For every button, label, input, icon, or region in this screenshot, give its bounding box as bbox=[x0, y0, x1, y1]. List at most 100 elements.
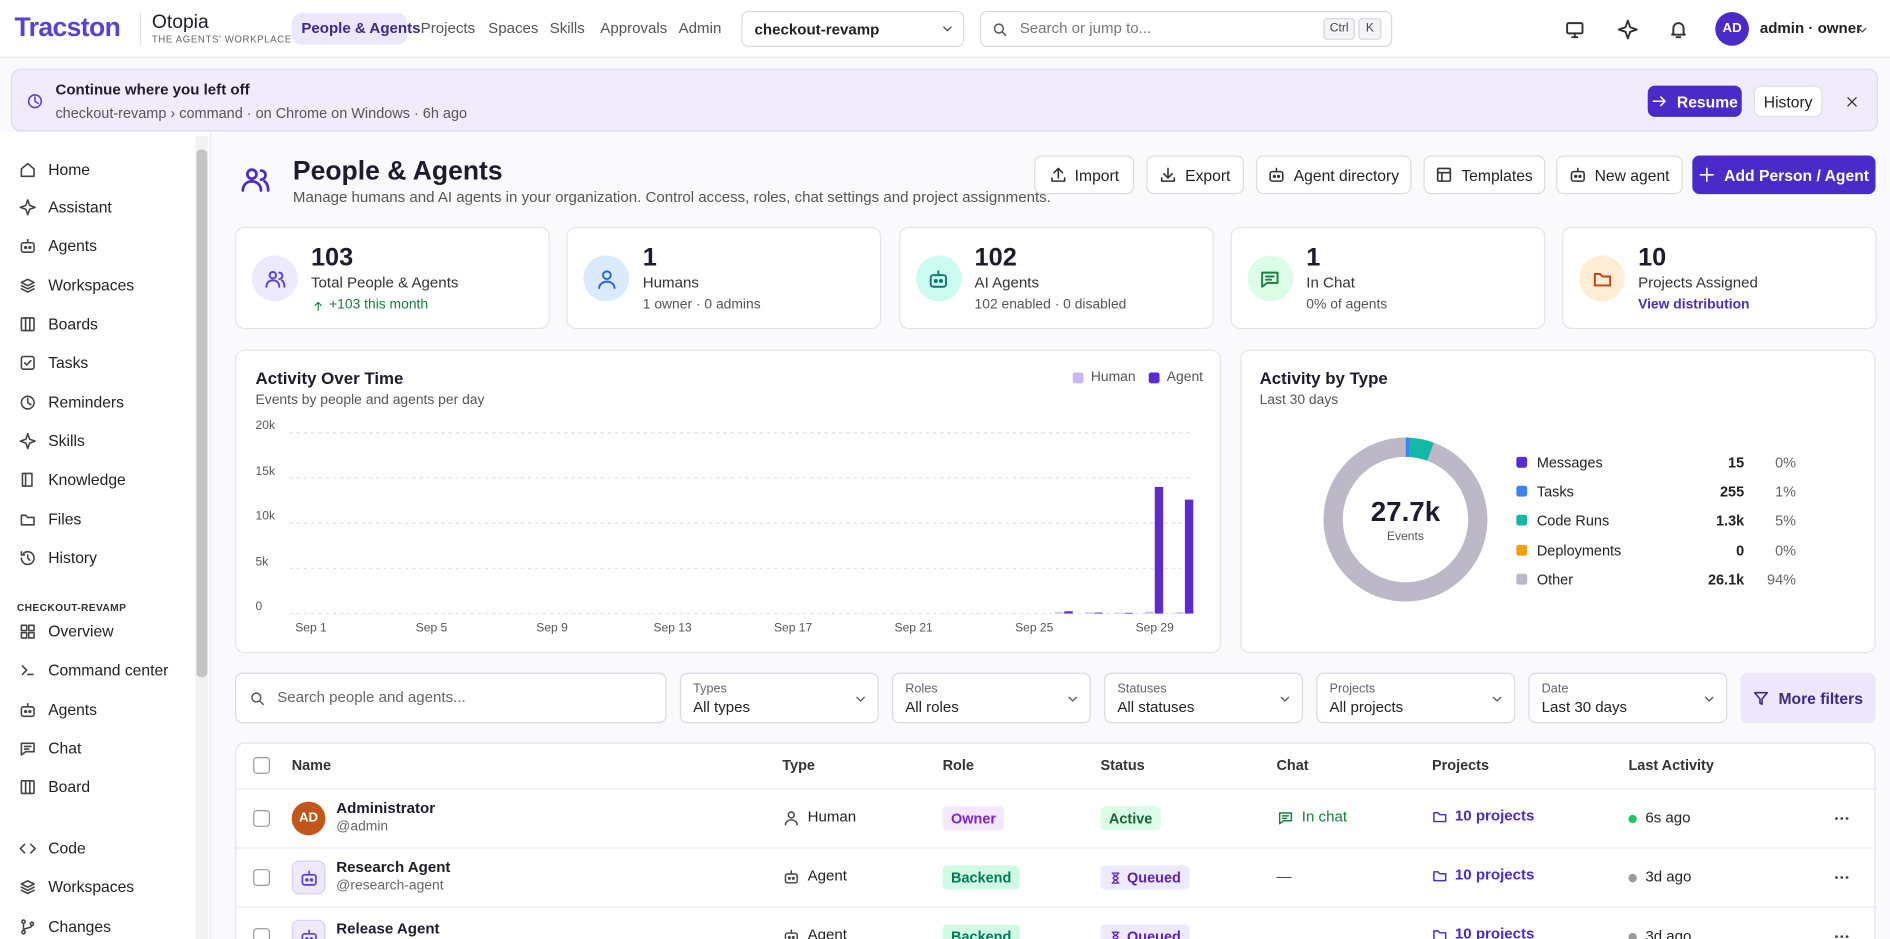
checkbox[interactable] bbox=[253, 869, 271, 886]
chevron-icon bbox=[1704, 696, 1714, 702]
sidebar-item[interactable]: Workspaces bbox=[48, 276, 135, 295]
row-menu[interactable] bbox=[1830, 926, 1854, 939]
person-name[interactable]: Release Agent bbox=[336, 920, 440, 938]
filter-dropdown[interactable] bbox=[679, 672, 879, 724]
filter-dropdown[interactable] bbox=[1104, 672, 1303, 724]
banner-detail: checkout-revamp › command · on Chrome on… bbox=[55, 104, 468, 122]
sidebar-item[interactable]: Agents bbox=[48, 700, 98, 719]
activity-dot bbox=[1628, 814, 1637, 824]
checkbox[interactable] bbox=[253, 756, 271, 774]
nav-link[interactable]: Spaces bbox=[488, 19, 539, 37]
sidebar-item[interactable]: Tasks bbox=[48, 353, 89, 372]
sidebar-item[interactable]: Changes bbox=[48, 917, 111, 936]
chat-icon bbox=[1278, 811, 1292, 824]
bot-icon bbox=[20, 238, 35, 254]
circle-shape bbox=[993, 22, 1004, 34]
avatar-initials: AD bbox=[1722, 20, 1742, 36]
sidebar-item[interactable]: Reminders bbox=[48, 393, 124, 412]
person-name[interactable]: Research Agent bbox=[336, 858, 451, 876]
sidebar-item[interactable]: Agents bbox=[48, 236, 98, 255]
sidebar-item[interactable]: Files bbox=[48, 510, 82, 529]
stat-note: 0% of agents bbox=[1306, 297, 1388, 313]
more-filters-button[interactable]: More filters bbox=[1740, 672, 1876, 724]
circle-shape bbox=[250, 691, 261, 703]
action-button[interactable]: New agent bbox=[1556, 155, 1683, 195]
action-button[interactable]: Export bbox=[1146, 155, 1244, 195]
filter-dropdown[interactable] bbox=[891, 672, 1091, 724]
sidebar-item[interactable]: Code bbox=[48, 839, 86, 858]
sidebar bbox=[0, 132, 211, 939]
action-button-label: Agent directory bbox=[1293, 165, 1400, 184]
checkbox[interactable] bbox=[253, 810, 271, 827]
logo[interactable]: Tracston bbox=[14, 11, 121, 42]
path-shape bbox=[597, 280, 616, 289]
chat-icon bbox=[1261, 271, 1279, 288]
avatar[interactable] bbox=[1715, 12, 1749, 46]
path-shape bbox=[20, 880, 35, 895]
x-tick-label: Sep 21 bbox=[894, 621, 933, 636]
action-button[interactable]: Import bbox=[1034, 155, 1135, 195]
checkbox[interactable] bbox=[253, 928, 271, 939]
action-button[interactable]: Agent directory bbox=[1255, 155, 1412, 195]
nav-link[interactable]: Admin bbox=[678, 19, 722, 37]
sidebar-item[interactable]: Home bbox=[48, 160, 91, 179]
sidebar-item[interactable]: Skills bbox=[48, 431, 85, 450]
y-tick-label: 0 bbox=[255, 600, 263, 614]
nav-link[interactable]: Projects bbox=[420, 19, 476, 37]
resume-button[interactable]: Resume bbox=[1647, 85, 1742, 117]
history-button-label: History bbox=[1763, 92, 1813, 111]
close-button[interactable] bbox=[1842, 92, 1861, 111]
search-icon bbox=[250, 691, 264, 705]
row-menu[interactable] bbox=[1830, 808, 1854, 830]
nav-link[interactable]: People & Agents bbox=[301, 19, 421, 37]
chart-title: Activity Over Time bbox=[255, 368, 404, 388]
history-button[interactable]: History bbox=[1753, 85, 1823, 117]
sidebar-item[interactable]: Chat bbox=[48, 739, 82, 758]
product-name: Otopia bbox=[151, 12, 209, 34]
chart-subtitle: Events by people and agents per day bbox=[255, 393, 485, 408]
sidebar-item[interactable]: Board bbox=[48, 777, 91, 796]
circle-shape bbox=[309, 877, 313, 881]
sidebar-item[interactable]: Overview bbox=[48, 622, 114, 641]
projects-link[interactable]: 10 projects bbox=[1454, 866, 1535, 883]
path-shape bbox=[24, 780, 31, 795]
legend-value: 0 bbox=[1736, 542, 1745, 560]
row-menu[interactable] bbox=[1830, 867, 1854, 889]
code-icon bbox=[19, 843, 36, 854]
filter-dropdown[interactable] bbox=[1528, 672, 1728, 724]
sidebar-item[interactable]: History bbox=[48, 548, 97, 567]
path-shape bbox=[1000, 30, 1006, 36]
path-shape bbox=[1857, 27, 1867, 33]
user-icon bbox=[784, 810, 798, 825]
avatar bbox=[291, 801, 326, 836]
people-search[interactable] bbox=[235, 672, 667, 724]
path-shape bbox=[943, 26, 952, 32]
projects-link[interactable]: 10 projects bbox=[1454, 807, 1535, 824]
sidebar-item[interactable]: Workspaces bbox=[48, 877, 135, 896]
project-name: checkout-revamp bbox=[754, 21, 880, 38]
sidebar-item[interactable]: Command center bbox=[48, 660, 169, 679]
nav-link[interactable]: Approvals bbox=[600, 19, 668, 37]
action-button[interactable]: Templates bbox=[1423, 155, 1546, 195]
person-name[interactable]: Administrator bbox=[336, 799, 436, 817]
action-button[interactable]: Add Person / Agent bbox=[1692, 155, 1876, 195]
sidebar-item[interactable]: Assistant bbox=[48, 197, 112, 217]
clock-icon bbox=[27, 94, 43, 109]
project-select[interactable] bbox=[741, 10, 965, 48]
column-header: Projects bbox=[1431, 756, 1490, 774]
monitor-icon bbox=[1565, 21, 1583, 38]
stat-link[interactable]: View distribution bbox=[1638, 297, 1750, 313]
circle-shape bbox=[787, 810, 795, 818]
sidebar-item[interactable]: Boards bbox=[48, 314, 98, 333]
column-header: Role bbox=[942, 756, 974, 774]
projects-link[interactable]: 10 projects bbox=[1454, 925, 1535, 939]
row-divider bbox=[236, 788, 1875, 790]
sidebar-item[interactable]: Knowledge bbox=[48, 470, 126, 489]
dots-icon bbox=[1835, 876, 1849, 879]
circle-shape bbox=[28, 245, 32, 250]
path-shape bbox=[1652, 96, 1667, 107]
plus-icon bbox=[1700, 167, 1715, 182]
nav-link[interactable]: Skills bbox=[549, 19, 585, 37]
row-divider bbox=[236, 906, 1875, 908]
filter-dropdown[interactable] bbox=[1316, 672, 1516, 724]
